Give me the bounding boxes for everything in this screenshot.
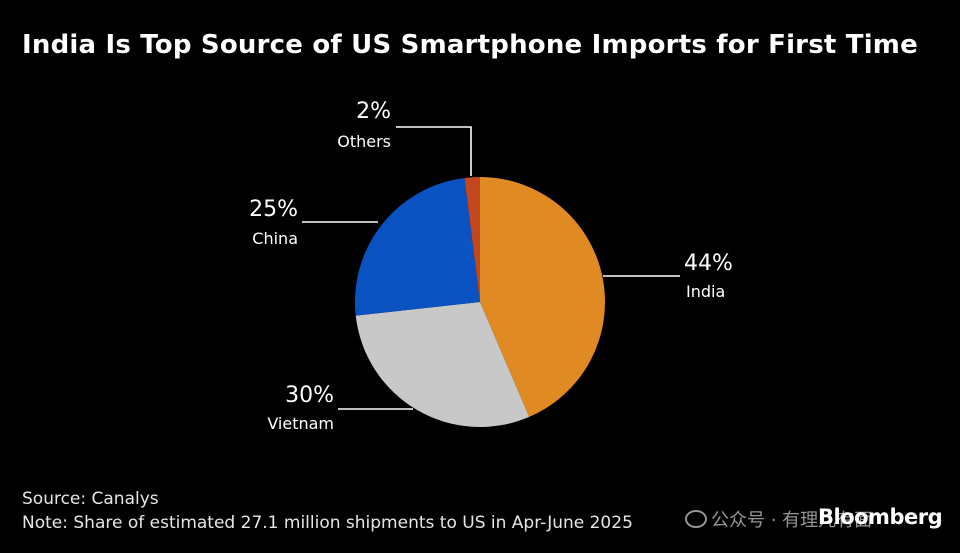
leader-line-others — [396, 126, 472, 176]
slice-name-others: Others — [337, 132, 391, 151]
slice-percent-india: 44% — [684, 251, 733, 276]
watermark: 公众号 · 有理儿有面 — [685, 506, 872, 532]
pie-slice-india — [480, 177, 606, 417]
chart-title: India Is Top Source of US Smartphone Imp… — [22, 30, 918, 60]
leader-lines — [302, 126, 680, 410]
wechat-icon — [685, 510, 707, 528]
note-text: Note: Share of estimated 27.1 million sh… — [22, 513, 633, 533]
pie-slice-vietnam — [355, 302, 530, 428]
slice-labels: 44% India 30% Vietnam 25% China 2% Others — [249, 99, 733, 433]
slice-name-china: China — [252, 229, 298, 248]
watermark-text: 公众号 · 有理儿有面 — [711, 510, 873, 531]
slice-name-vietnam: Vietnam — [267, 414, 334, 433]
bloomberg-logo: Bloomberg — [818, 505, 943, 529]
pie-slices — [355, 177, 606, 428]
pie-slice-china — [355, 177, 480, 316]
slice-percent-vietnam: 30% — [285, 383, 334, 408]
source-text: Source: Canalys — [22, 489, 159, 509]
slice-percent-china: 25% — [249, 197, 298, 222]
slice-name-india: India — [686, 282, 725, 301]
pie-slice-others — [464, 177, 480, 302]
slice-percent-others: 2% — [356, 99, 391, 124]
